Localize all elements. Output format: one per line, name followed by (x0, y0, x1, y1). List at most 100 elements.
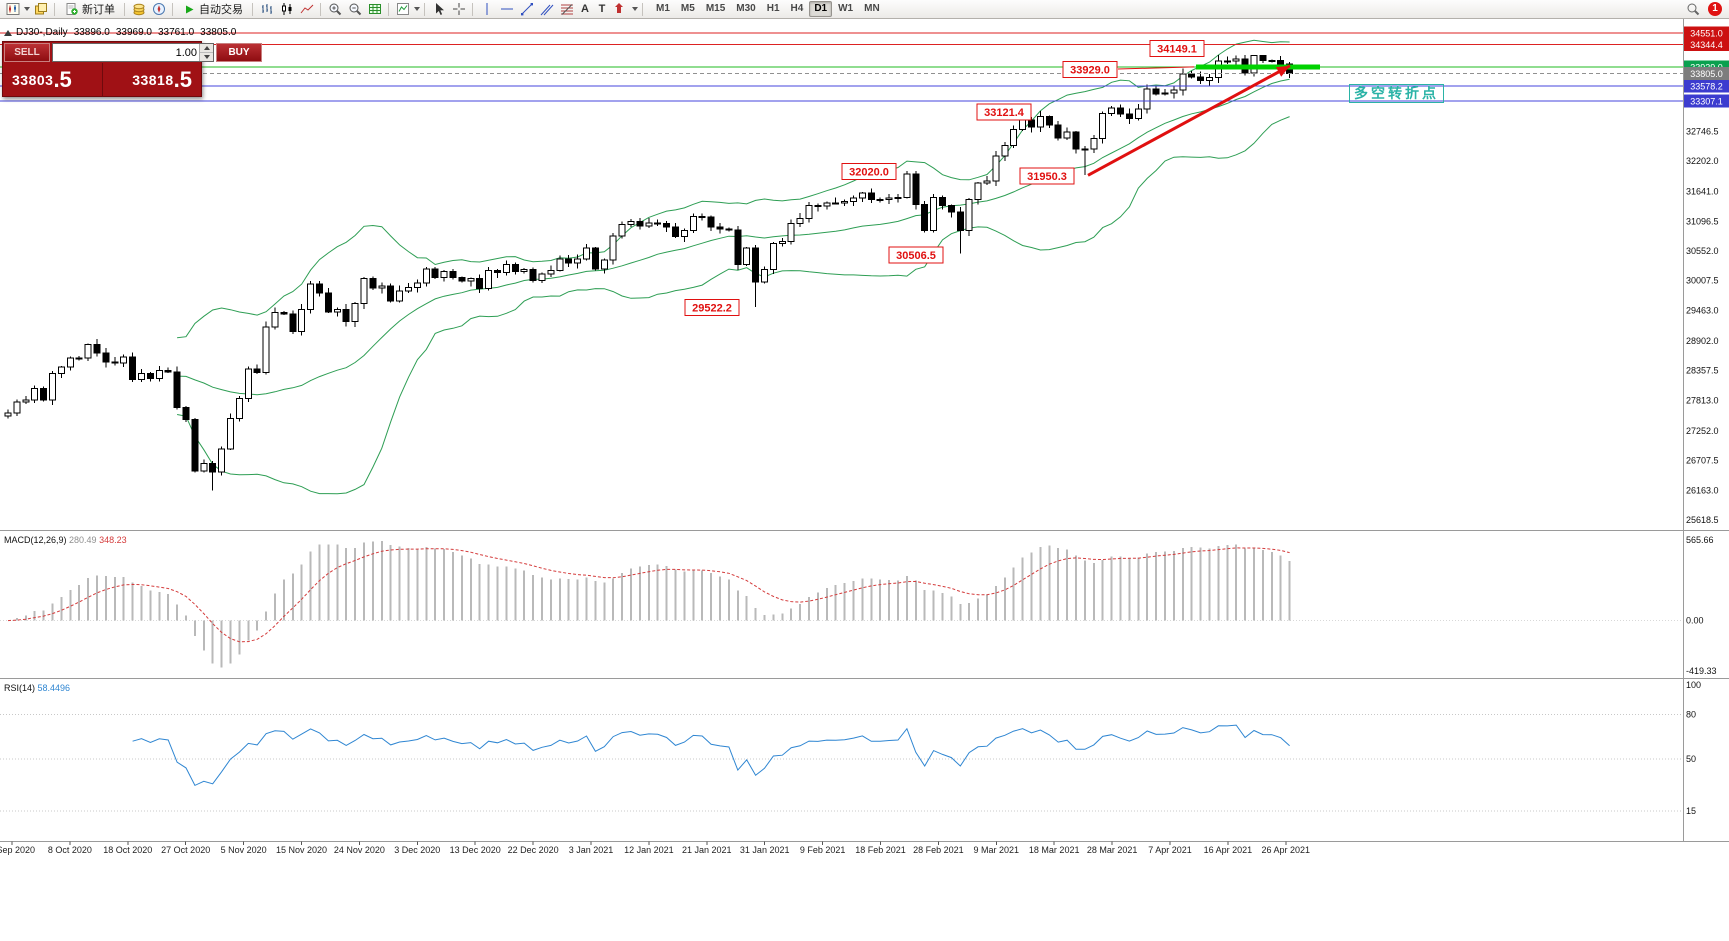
zoom-out-icon[interactable] (345, 0, 364, 18)
candle-body (823, 202, 831, 207)
candlestick-mode-icon[interactable] (277, 0, 296, 18)
arrows-tool-icon[interactable] (611, 0, 630, 18)
timeframe-w1[interactable]: W1 (833, 1, 858, 17)
price-callout[interactable]: 31950.3 (1019, 167, 1075, 185)
candle-body (778, 241, 786, 245)
sell-button[interactable]: SELL (4, 43, 50, 62)
channel-tool-icon[interactable] (537, 0, 556, 18)
candle-body (307, 283, 315, 311)
separator (124, 2, 125, 16)
svg-text:27252.0: 27252.0 (1686, 426, 1719, 436)
timeframe-h1[interactable]: H1 (762, 1, 785, 17)
candle-body (449, 271, 457, 278)
candle-body (155, 369, 163, 380)
tick-grid-icon[interactable] (365, 0, 384, 18)
price-callout[interactable]: 33929.0 (1062, 61, 1118, 79)
cursor-icon[interactable] (429, 0, 448, 18)
candle-body (672, 226, 679, 238)
notification-badge[interactable]: 1 (1708, 2, 1722, 16)
sell-price[interactable]: 33803 .5 (3, 63, 103, 96)
date-axis[interactable]: 9 Sep 2020 8 Oct 2020 18 Oct 2020 27 Oct 20… (0, 841, 1310, 856)
search-icon[interactable] (1683, 0, 1702, 18)
candle-body (903, 173, 911, 198)
buy-button[interactable]: BUY (216, 43, 262, 62)
annotation-note[interactable]: 多空转折点 (1349, 84, 1444, 103)
market-watch-icon[interactable] (129, 0, 148, 18)
buy-price[interactable]: 33818 .5 (103, 63, 202, 96)
svg-text:33578.2: 33578.2 (1690, 82, 1723, 92)
horizontal-lines[interactable] (0, 32, 1683, 102)
candles[interactable] (4, 54, 1294, 491)
price-callout[interactable]: 33121.4 (976, 103, 1032, 121)
chart-high-value: 33969.0 (115, 27, 152, 38)
new-chart-caret-icon[interactable] (24, 7, 30, 11)
candle-body (1028, 119, 1035, 128)
indicators-caret-icon[interactable] (414, 7, 420, 11)
candle-body (930, 196, 938, 231)
bar-chart-mode-icon[interactable] (257, 0, 276, 18)
candle-body (235, 398, 243, 420)
candle-body (743, 247, 751, 266)
candle-body (1134, 108, 1142, 120)
price-callout[interactable]: 30506.5 (888, 246, 944, 264)
svg-text:15 Nov 2020: 15 Nov 2020 (276, 845, 327, 855)
volume-input[interactable] (53, 44, 199, 61)
volume-increase-button[interactable] (200, 44, 213, 53)
rsi-axis-label: 80 (1686, 710, 1696, 720)
timeframe-m30[interactable]: M30 (731, 1, 760, 17)
price-callout[interactable]: 34149.1 (1149, 40, 1205, 58)
volume-stepper (52, 43, 214, 62)
timeframe-d1[interactable]: D1 (809, 1, 833, 17)
candle-body (885, 197, 893, 201)
candle-body (1250, 55, 1258, 74)
candle-body (1036, 116, 1044, 128)
horizontal-line-tool-icon[interactable] (497, 0, 516, 18)
candle-body (369, 278, 377, 289)
svg-text:26163.0: 26163.0 (1686, 485, 1719, 495)
timeframe-mn[interactable]: MN (859, 1, 885, 17)
arrows-caret-icon[interactable] (632, 7, 638, 11)
navigator-icon[interactable] (149, 0, 168, 18)
candle-body (1232, 58, 1240, 62)
svg-text:31096.5: 31096.5 (1686, 216, 1719, 226)
candle-body (1081, 148, 1089, 151)
candle-body (387, 285, 395, 302)
profiles-icon[interactable] (31, 0, 50, 18)
timeframe-m15[interactable]: M15 (701, 1, 730, 17)
candle-body (663, 222, 671, 228)
candle-body (1223, 60, 1231, 63)
fibonacci-tool-icon[interactable] (557, 0, 576, 18)
vertical-line-tool-icon[interactable] (477, 0, 496, 18)
one-click-collapse-icon[interactable] (4, 30, 12, 36)
chart-open-value: 33896.0 (73, 27, 110, 38)
candle-body (1108, 107, 1116, 115)
timeframe-m5[interactable]: M5 (676, 1, 700, 17)
new-order-button[interactable]: 新订单 (59, 1, 120, 17)
price-callout[interactable]: 29522.2 (684, 298, 740, 316)
candle-body (22, 399, 30, 403)
volume-decrease-button[interactable] (200, 53, 213, 61)
timeframe-h4[interactable]: H4 (786, 1, 809, 17)
candle-body (1054, 124, 1062, 139)
zoom-in-icon[interactable] (325, 0, 344, 18)
new-chart-icon[interactable] (3, 0, 22, 18)
autotrading-button[interactable]: 自动交易 (177, 1, 248, 17)
trendline-tool-icon[interactable] (517, 0, 536, 18)
indicators-icon[interactable] (393, 0, 412, 18)
candle-body (1197, 76, 1205, 82)
line-chart-mode-icon[interactable] (297, 0, 316, 18)
crosshair-icon[interactable] (449, 0, 468, 18)
trend-arrow[interactable] (1087, 64, 1291, 177)
candle-body (422, 268, 430, 284)
candle-body (547, 269, 555, 275)
timeframe-m1[interactable]: M1 (651, 1, 675, 17)
candle-body (858, 192, 866, 199)
one-click-trading-panel: SELL BUY 33803 .5 33818 .5 (2, 41, 262, 97)
label-tool-icon[interactable]: T (598, 3, 606, 15)
candle-body (565, 258, 573, 264)
svg-text:18 Feb 2021: 18 Feb 2021 (855, 845, 906, 855)
candle-body (707, 216, 715, 228)
price-callout[interactable]: 32020.0 (841, 163, 897, 181)
text-tool-icon[interactable]: A (581, 3, 589, 15)
